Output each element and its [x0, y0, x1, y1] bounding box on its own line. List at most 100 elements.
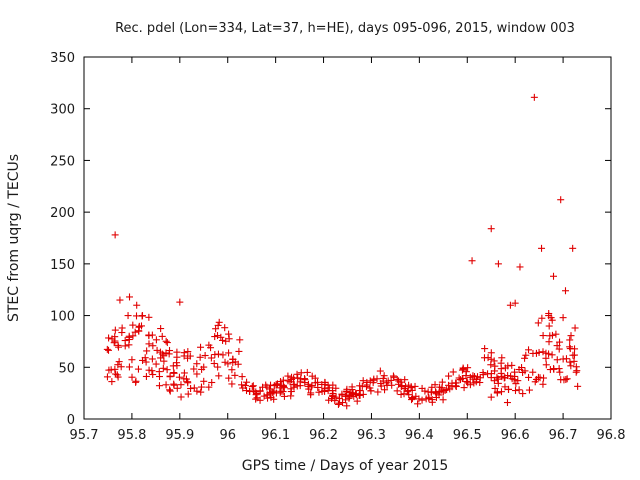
scatter-point — [269, 388, 277, 396]
x-tick-label: 96.2 — [309, 428, 338, 443]
scatter-point — [286, 378, 294, 386]
scatter-point — [149, 342, 157, 350]
scatter-point — [393, 375, 401, 383]
scatter-point — [463, 377, 471, 385]
scatter-point — [173, 384, 181, 392]
scatter-point — [184, 390, 192, 398]
scatter-point — [166, 386, 174, 394]
scatter-point — [256, 387, 264, 395]
scatter-point — [369, 379, 377, 387]
scatter-point — [476, 374, 484, 382]
scatter-point — [539, 380, 547, 388]
scatter-point — [431, 381, 439, 389]
scatter-point — [294, 374, 302, 382]
scatter-point — [547, 314, 555, 322]
x-tick-label: 95.7 — [70, 428, 99, 443]
scatter-point — [555, 345, 563, 353]
scatter-point — [105, 334, 113, 342]
x-tick-label: 96 — [219, 428, 236, 443]
scatter-point — [411, 382, 419, 390]
scatter-point — [403, 388, 411, 396]
scatter-point — [377, 382, 385, 390]
scatter-point — [493, 389, 501, 397]
scatter-point — [145, 340, 153, 348]
scatter-point — [487, 225, 495, 233]
scatter-point — [290, 381, 298, 389]
scatter-point — [208, 378, 216, 386]
scatter-point — [570, 351, 578, 359]
scatter-point — [166, 373, 174, 381]
scatter-point — [518, 364, 526, 372]
scatter-point — [311, 374, 319, 382]
scatter-point — [343, 402, 351, 410]
scatter-point — [556, 368, 564, 376]
scatter-point — [511, 387, 519, 395]
scatter-point — [574, 382, 582, 390]
scatter-point — [497, 365, 505, 373]
scatter-point — [207, 354, 215, 362]
scatter-point — [545, 338, 553, 346]
scatter-point — [241, 382, 249, 390]
scatter-point — [124, 312, 132, 320]
scatter-point — [103, 373, 111, 381]
scatter-point — [145, 332, 153, 340]
scatter-point — [193, 387, 201, 395]
scatter-point — [173, 348, 181, 356]
scatter-point — [562, 376, 570, 384]
scatter-point — [376, 367, 384, 375]
scatter-point — [545, 350, 553, 358]
scatter-point — [217, 333, 225, 341]
scatter-point — [287, 392, 295, 400]
scatter-point — [155, 382, 163, 390]
scatter-point — [129, 332, 137, 340]
scatter-point — [264, 394, 272, 402]
scatter-point — [479, 369, 487, 377]
scatter-point — [545, 310, 553, 318]
scatter-point — [563, 375, 571, 383]
scatter-point — [331, 397, 339, 405]
scatter-point — [445, 372, 453, 380]
scatter-point — [141, 354, 149, 362]
scatter-point — [238, 381, 246, 389]
scatter-point — [508, 361, 516, 369]
scatter-point — [296, 378, 304, 386]
scatter-point — [570, 357, 578, 365]
scatter-point — [149, 371, 157, 379]
scatter-point — [516, 263, 524, 271]
scatter-point — [515, 386, 523, 394]
scatter-point — [539, 332, 547, 340]
scatter-point — [501, 383, 509, 391]
scatter-point — [201, 352, 209, 360]
scatter-point — [155, 368, 163, 376]
scatter-point — [552, 330, 560, 338]
scatter-point — [504, 372, 512, 380]
scatter-point — [460, 384, 468, 392]
scatter-point — [301, 375, 309, 383]
scatter-point — [145, 313, 153, 321]
y-tick-label: 300 — [50, 103, 75, 118]
scatter-point — [121, 337, 129, 345]
scatter-point — [487, 361, 495, 369]
scatter-point — [466, 381, 474, 389]
scatter-point — [231, 371, 239, 379]
scatter-point — [566, 343, 574, 351]
y-tick-label: 50 — [58, 361, 75, 376]
scatter-point — [221, 324, 229, 332]
scatter-point — [132, 378, 140, 386]
scatter-point — [165, 350, 173, 358]
scatter-point — [425, 393, 433, 401]
scatter-point — [548, 351, 556, 359]
scatter-point — [177, 393, 185, 401]
scatter-point — [182, 375, 190, 383]
x-tick-label: 96.1 — [261, 428, 290, 443]
scatter-point — [214, 363, 222, 371]
scatter-point — [187, 385, 195, 393]
scatter-point — [449, 368, 457, 376]
scatter-point — [550, 272, 558, 280]
scatter-points — [103, 93, 582, 410]
scatter-point — [270, 395, 278, 403]
scatter-point — [238, 373, 246, 381]
scatter-point — [571, 324, 579, 332]
scatter-point — [491, 367, 499, 375]
scatter-point — [158, 332, 166, 340]
